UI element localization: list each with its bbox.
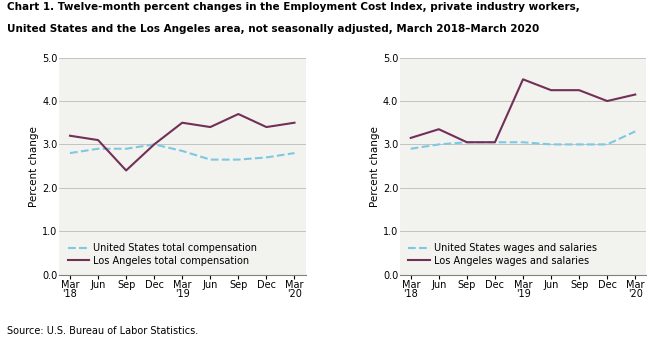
Y-axis label: Percent change: Percent change	[370, 126, 380, 206]
Legend: United States total compensation, Los Angeles total compensation: United States total compensation, Los An…	[63, 239, 261, 270]
Y-axis label: Percent change: Percent change	[29, 126, 39, 206]
Legend: United States wages and salaries, Los Angeles wages and salaries: United States wages and salaries, Los An…	[404, 239, 601, 270]
Text: Source: U.S. Bureau of Labor Statistics.: Source: U.S. Bureau of Labor Statistics.	[7, 326, 198, 336]
Text: United States and the Los Angeles area, not seasonally adjusted, March 2018–Marc: United States and the Los Angeles area, …	[7, 24, 539, 34]
Text: Chart 1. Twelve-month percent changes in the Employment Cost Index, private indu: Chart 1. Twelve-month percent changes in…	[7, 2, 579, 12]
